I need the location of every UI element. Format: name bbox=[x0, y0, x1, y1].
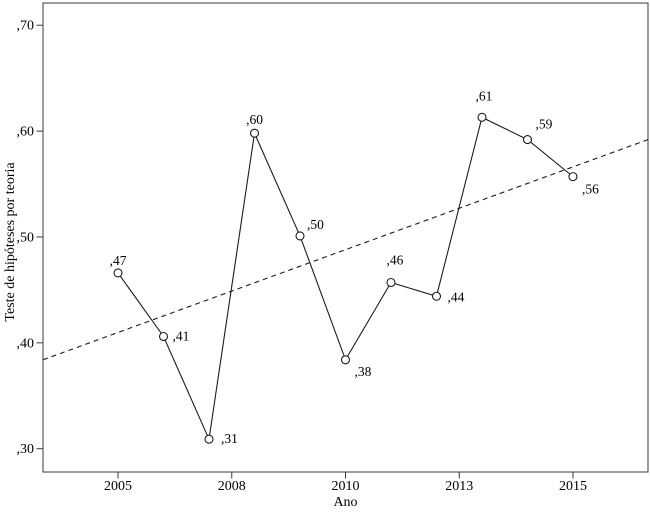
y-tick-label: ,40 bbox=[17, 336, 35, 351]
data-point-2006 bbox=[158, 331, 169, 342]
y-axis-title: Teste de hipóteses por teoria bbox=[3, 162, 18, 322]
y-tick-label: ,70 bbox=[17, 19, 35, 34]
data-point-2012 bbox=[431, 291, 442, 301]
trend-line bbox=[42, 139, 649, 361]
data-point-label-2013: ,61 bbox=[476, 88, 493, 103]
data-point-2010 bbox=[340, 355, 351, 365]
data-point-label-2012: ,44 bbox=[447, 289, 464, 304]
x-tick-label: 2013 bbox=[445, 479, 473, 494]
data-point-label-2009: ,50 bbox=[307, 217, 324, 232]
plot-border bbox=[42, 2, 649, 473]
data-point-2011 bbox=[386, 277, 396, 288]
x-tick-label: 2008 bbox=[218, 479, 246, 494]
x-tick-label: 2005 bbox=[104, 479, 132, 494]
data-point-2015 bbox=[568, 172, 578, 182]
data-point-2009 bbox=[295, 231, 305, 241]
data-point-2013 bbox=[477, 112, 487, 122]
data-point-label-2014: ,59 bbox=[535, 117, 552, 132]
x-axis-title: Ano bbox=[333, 495, 358, 510]
data-point-label-2008: ,60 bbox=[246, 112, 263, 127]
data-point-2014 bbox=[522, 135, 533, 145]
series-line bbox=[117, 116, 574, 442]
x-tick-label: 2015 bbox=[559, 479, 587, 494]
data-point-label-2005: ,47 bbox=[110, 253, 127, 268]
y-tick-label: ,60 bbox=[17, 125, 35, 140]
data-point-2005 bbox=[113, 268, 123, 278]
x-tick-label: 2010 bbox=[332, 479, 360, 494]
data-point-2007 bbox=[204, 434, 214, 444]
data-point-label-2015: ,56 bbox=[582, 182, 599, 197]
data-point-label-2011: ,46 bbox=[387, 252, 404, 267]
data-point-label-2010: ,38 bbox=[355, 364, 372, 379]
y-tick-label: ,50 bbox=[17, 230, 35, 245]
data-point-label-2006: ,41 bbox=[173, 328, 190, 343]
data-point-2008 bbox=[249, 128, 260, 138]
y-tick-label: ,30 bbox=[17, 442, 35, 457]
data-point-label-2007: ,31 bbox=[221, 431, 238, 446]
